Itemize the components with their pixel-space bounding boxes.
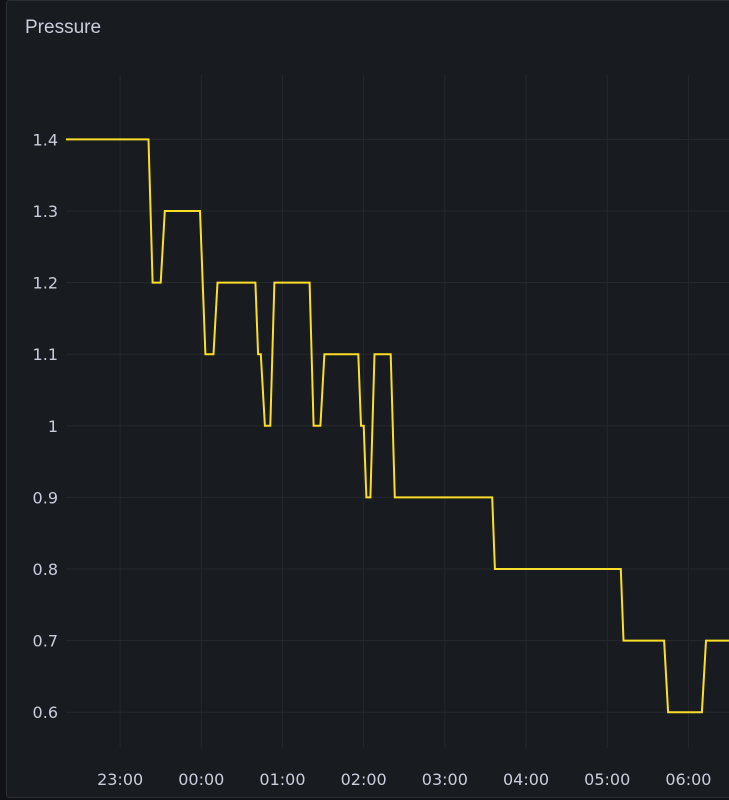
data-point[interactable] <box>317 423 323 429</box>
y-tick-label: 0.7 <box>33 632 58 651</box>
data-point[interactable] <box>392 494 398 500</box>
y-tick-label: 0.8 <box>33 560 58 579</box>
data-point[interactable] <box>311 423 317 429</box>
x-tick-label: 05:00 <box>584 770 630 789</box>
series-line[interactable] <box>66 138 729 714</box>
data-point[interactable] <box>202 351 208 357</box>
data-point[interactable] <box>307 280 313 286</box>
x-tick-label: 06:00 <box>665 770 711 789</box>
data-point[interactable] <box>665 709 671 715</box>
data-point[interactable] <box>703 638 709 644</box>
data-point[interactable] <box>146 136 152 142</box>
chart-panel: Pressure <box>6 0 729 798</box>
y-tick-label: 0.6 <box>33 703 58 722</box>
data-point[interactable] <box>271 280 277 286</box>
grid <box>66 75 729 748</box>
panel-title[interactable]: Pressure <box>25 17 102 38</box>
x-tick-label: 01:00 <box>259 770 305 789</box>
y-tick-label: 1.2 <box>33 274 58 293</box>
x-axis: 23:00 00:00 01:00 02:00 03:00 04:00 05:00 06:00 <box>97 770 711 789</box>
data-point[interactable] <box>355 351 361 357</box>
data-point[interactable] <box>367 494 373 500</box>
data-point[interactable] <box>210 351 216 357</box>
data-point[interactable] <box>620 638 626 644</box>
data-point[interactable] <box>361 423 367 429</box>
data-point[interactable] <box>371 351 377 357</box>
data-point[interactable] <box>158 280 164 286</box>
data-point[interactable] <box>63 136 69 142</box>
y-tick-label: 1.1 <box>33 345 58 364</box>
data-point[interactable] <box>252 280 258 286</box>
y-axis: 0.6 0.7 0.8 0.9 1 1.1 1.2 1.3 1.4 <box>33 130 58 722</box>
data-point[interactable] <box>162 208 168 214</box>
x-tick-label: 00:00 <box>178 770 224 789</box>
y-tick-label: 1.3 <box>33 202 58 221</box>
data-point[interactable] <box>197 208 203 214</box>
data-point[interactable] <box>267 423 273 429</box>
data-point[interactable] <box>262 423 268 429</box>
x-tick-label: 04:00 <box>503 770 549 789</box>
y-tick-label: 1.4 <box>33 130 58 149</box>
data-point[interactable] <box>618 566 624 572</box>
y-tick-label: 1 <box>48 417 58 436</box>
data-point[interactable] <box>215 280 221 286</box>
data-point[interactable] <box>388 351 394 357</box>
y-tick-label: 0.9 <box>33 488 58 507</box>
data-point[interactable] <box>489 494 495 500</box>
data-point[interactable] <box>321 351 327 357</box>
data-point[interactable] <box>661 638 667 644</box>
x-tick-label: 02:00 <box>341 770 387 789</box>
x-tick-label: 03:00 <box>422 770 468 789</box>
data-point[interactable] <box>150 280 156 286</box>
data-point[interactable] <box>699 709 705 715</box>
x-tick-label: 23:00 <box>97 770 143 789</box>
series-layer <box>63 136 729 715</box>
data-point[interactable] <box>492 566 498 572</box>
data-point[interactable] <box>258 351 264 357</box>
